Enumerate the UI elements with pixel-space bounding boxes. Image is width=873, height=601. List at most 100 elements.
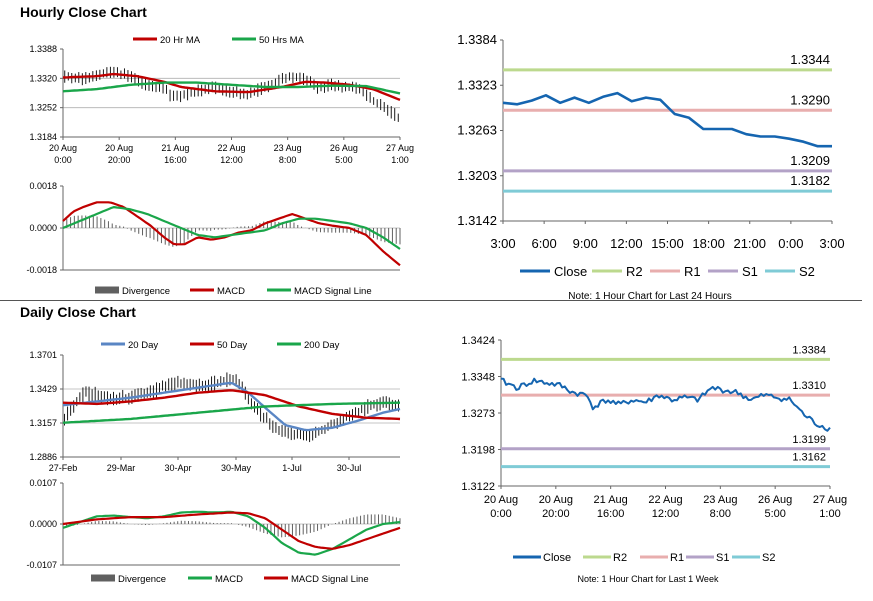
hourly-price-ytick-label: 1.3252 bbox=[29, 103, 57, 113]
closewk-xtick-label: 16:00 bbox=[597, 508, 625, 520]
close24-ytick-label: 1.3323 bbox=[457, 77, 497, 92]
hourly-price-xtick-label: 16:00 bbox=[164, 155, 187, 165]
closewk-legend-label: R1 bbox=[670, 552, 684, 564]
closewk-legend-label: R2 bbox=[613, 552, 627, 564]
section-divider bbox=[0, 300, 862, 301]
daily-price-xtick-label: 29-Mar bbox=[107, 463, 136, 473]
closewk-r1-label: 1.3310 bbox=[792, 380, 826, 392]
closewk-ytick-label: 1.3424 bbox=[461, 335, 495, 347]
daily-price-xtick-label: 30-Jul bbox=[337, 463, 362, 473]
close24-xtick-label: 12:00 bbox=[610, 236, 643, 251]
closewk-xtick-label: 8:00 bbox=[710, 508, 731, 520]
close24-legend-label: R1 bbox=[684, 264, 701, 279]
closewk-ytick-label: 1.3122 bbox=[461, 481, 495, 493]
closewk-ytick-label: 1.3198 bbox=[461, 445, 495, 457]
daily-price-xtick-label: 1-Jul bbox=[282, 463, 302, 473]
daily-price-legend-label: 50 Day bbox=[217, 340, 247, 351]
closewk-xtick-label: 5:00 bbox=[764, 508, 785, 520]
close24-xtick-label: 0:00 bbox=[778, 236, 803, 251]
close24-close-line bbox=[502, 91, 832, 148]
hourly-price-legend-label: 50 Hrs MA bbox=[259, 35, 305, 46]
daily-price-ytick-label: 1.3701 bbox=[29, 350, 57, 360]
closewk-close-line bbox=[500, 377, 831, 432]
daily-macd-ytick-label: -0.0107 bbox=[26, 560, 57, 570]
closewk-ytick-label: 1.3348 bbox=[461, 372, 495, 384]
hourly-price-ytick-label: 1.3184 bbox=[29, 132, 57, 142]
daily-price-xtick-label: 27-Feb bbox=[49, 463, 78, 473]
close24-ytick-label: 1.3263 bbox=[457, 123, 497, 138]
hourly-price-xtick-label: 26 Aug bbox=[330, 143, 358, 153]
closewk-ytick-label: 1.3273 bbox=[461, 408, 495, 420]
daily-price-legend-label: 20 Day bbox=[128, 340, 158, 351]
close24-r1-label: 1.3290 bbox=[790, 92, 830, 107]
close24-ytick-label: 1.3384 bbox=[457, 32, 497, 47]
hourly-price-xtick-label: 27 Aug bbox=[386, 143, 414, 153]
closewk-xtick-label: 20 Aug bbox=[539, 494, 573, 506]
close24-legend-label: Close bbox=[554, 264, 587, 279]
hourly-section-title: Hourly Close Chart bbox=[20, 4, 147, 20]
close24-xtick-label: 3:00 bbox=[819, 236, 844, 251]
closewk-r2-label: 1.3384 bbox=[792, 344, 826, 356]
close24-note: Note: 1 Hour Chart for Last 24 Hours bbox=[568, 291, 731, 302]
closewk-xtick-label: 20:00 bbox=[542, 508, 570, 520]
daily-price-ytick-label: 1.2886 bbox=[29, 452, 57, 462]
daily-macd-signal-line-line bbox=[62, 511, 401, 550]
hourly-price-xtick-label: 0:00 bbox=[54, 155, 72, 165]
close24-xtick-label: 3:00 bbox=[490, 236, 515, 251]
hourly-price-xtick-label: 22 Aug bbox=[217, 143, 245, 153]
hourly-macd-signal-line-line bbox=[62, 206, 401, 250]
daily-macd-ytick-label: 0.0000 bbox=[29, 519, 57, 529]
daily-price-xtick-label: 30-Apr bbox=[164, 463, 191, 473]
hourly-macd-ytick-label: 0.0018 bbox=[29, 181, 57, 191]
daily-200-day-line bbox=[62, 401, 400, 424]
closewk-xtick-label: 1:00 bbox=[819, 508, 840, 520]
hourly-price-xtick-label: 20 Aug bbox=[105, 143, 133, 153]
daily-price-ytick-label: 1.3157 bbox=[29, 418, 57, 428]
daily-macd-legend-label: MACD Signal Line bbox=[291, 574, 369, 585]
daily-macd-ytick-label: 0.0107 bbox=[29, 478, 57, 488]
hourly-price-xtick-label: 21 Aug bbox=[161, 143, 189, 153]
closewk-xtick-label: 0:00 bbox=[490, 508, 511, 520]
hourly-macd-legend-label: MACD Signal Line bbox=[294, 286, 372, 297]
daily-20-day-line bbox=[62, 381, 401, 432]
close24-xtick-label: 21:00 bbox=[733, 236, 766, 251]
hourly-macd-legend-label: MACD bbox=[217, 286, 245, 297]
daily-price-xtick-label: 30-May bbox=[221, 463, 252, 473]
closewk-xtick-label: 20 Aug bbox=[484, 494, 518, 506]
hourly-price-legend-label: 20 Hr MA bbox=[160, 35, 201, 46]
closewk-xtick-label: 12:00 bbox=[652, 508, 680, 520]
close24-s1-label: 1.3209 bbox=[790, 153, 830, 168]
close24-r2-label: 1.3344 bbox=[790, 52, 830, 67]
closewk-note: Note: 1 Hour Chart for Last 1 Week bbox=[578, 574, 719, 584]
daily-price-legend-label: 200 Day bbox=[304, 340, 340, 351]
hourly-price-xtick-label: 1:00 bbox=[391, 155, 409, 165]
closewk-xtick-label: 22 Aug bbox=[648, 494, 682, 506]
hourly-price-ytick-label: 1.3320 bbox=[29, 73, 57, 83]
close24-legend-label: R2 bbox=[626, 264, 643, 279]
closewk-legend-label: Close bbox=[543, 552, 571, 564]
closewk-xtick-label: 27 Aug bbox=[813, 494, 847, 506]
close24-xtick-label: 18:00 bbox=[692, 236, 725, 251]
daily-macd-legend-label: MACD bbox=[215, 574, 243, 585]
hourly-macd-ytick-label: -0.0018 bbox=[26, 265, 57, 275]
close24-xtick-label: 9:00 bbox=[573, 236, 598, 251]
closewk-legend-label: S2 bbox=[762, 552, 775, 564]
close24-ytick-label: 1.3142 bbox=[457, 213, 497, 228]
hourly-price-ytick-label: 1.3388 bbox=[29, 44, 57, 54]
hourly-price-xtick-label: 23 Aug bbox=[274, 143, 302, 153]
daily-macd-legend-label: Divergence bbox=[118, 574, 166, 585]
close24-legend-label: S2 bbox=[799, 264, 815, 279]
close24-xtick-label: 6:00 bbox=[531, 236, 556, 251]
daily-section-title: Daily Close Chart bbox=[20, 304, 136, 320]
closewk-xtick-label: 21 Aug bbox=[594, 494, 628, 506]
close24-ytick-label: 1.3203 bbox=[457, 168, 497, 183]
daily-50-day-line bbox=[62, 389, 401, 421]
hourly-50-hrs-ma-line bbox=[62, 81, 401, 95]
closewk-s1-label: 1.3199 bbox=[792, 434, 826, 446]
hourly-macd-line bbox=[62, 201, 401, 267]
hourly-price-xtick-label: 8:00 bbox=[279, 155, 297, 165]
daily-price-ytick-label: 1.3429 bbox=[29, 384, 57, 394]
hourly-price-xtick-label: 20 Aug bbox=[49, 143, 77, 153]
hourly-price-xtick-label: 12:00 bbox=[220, 155, 243, 165]
